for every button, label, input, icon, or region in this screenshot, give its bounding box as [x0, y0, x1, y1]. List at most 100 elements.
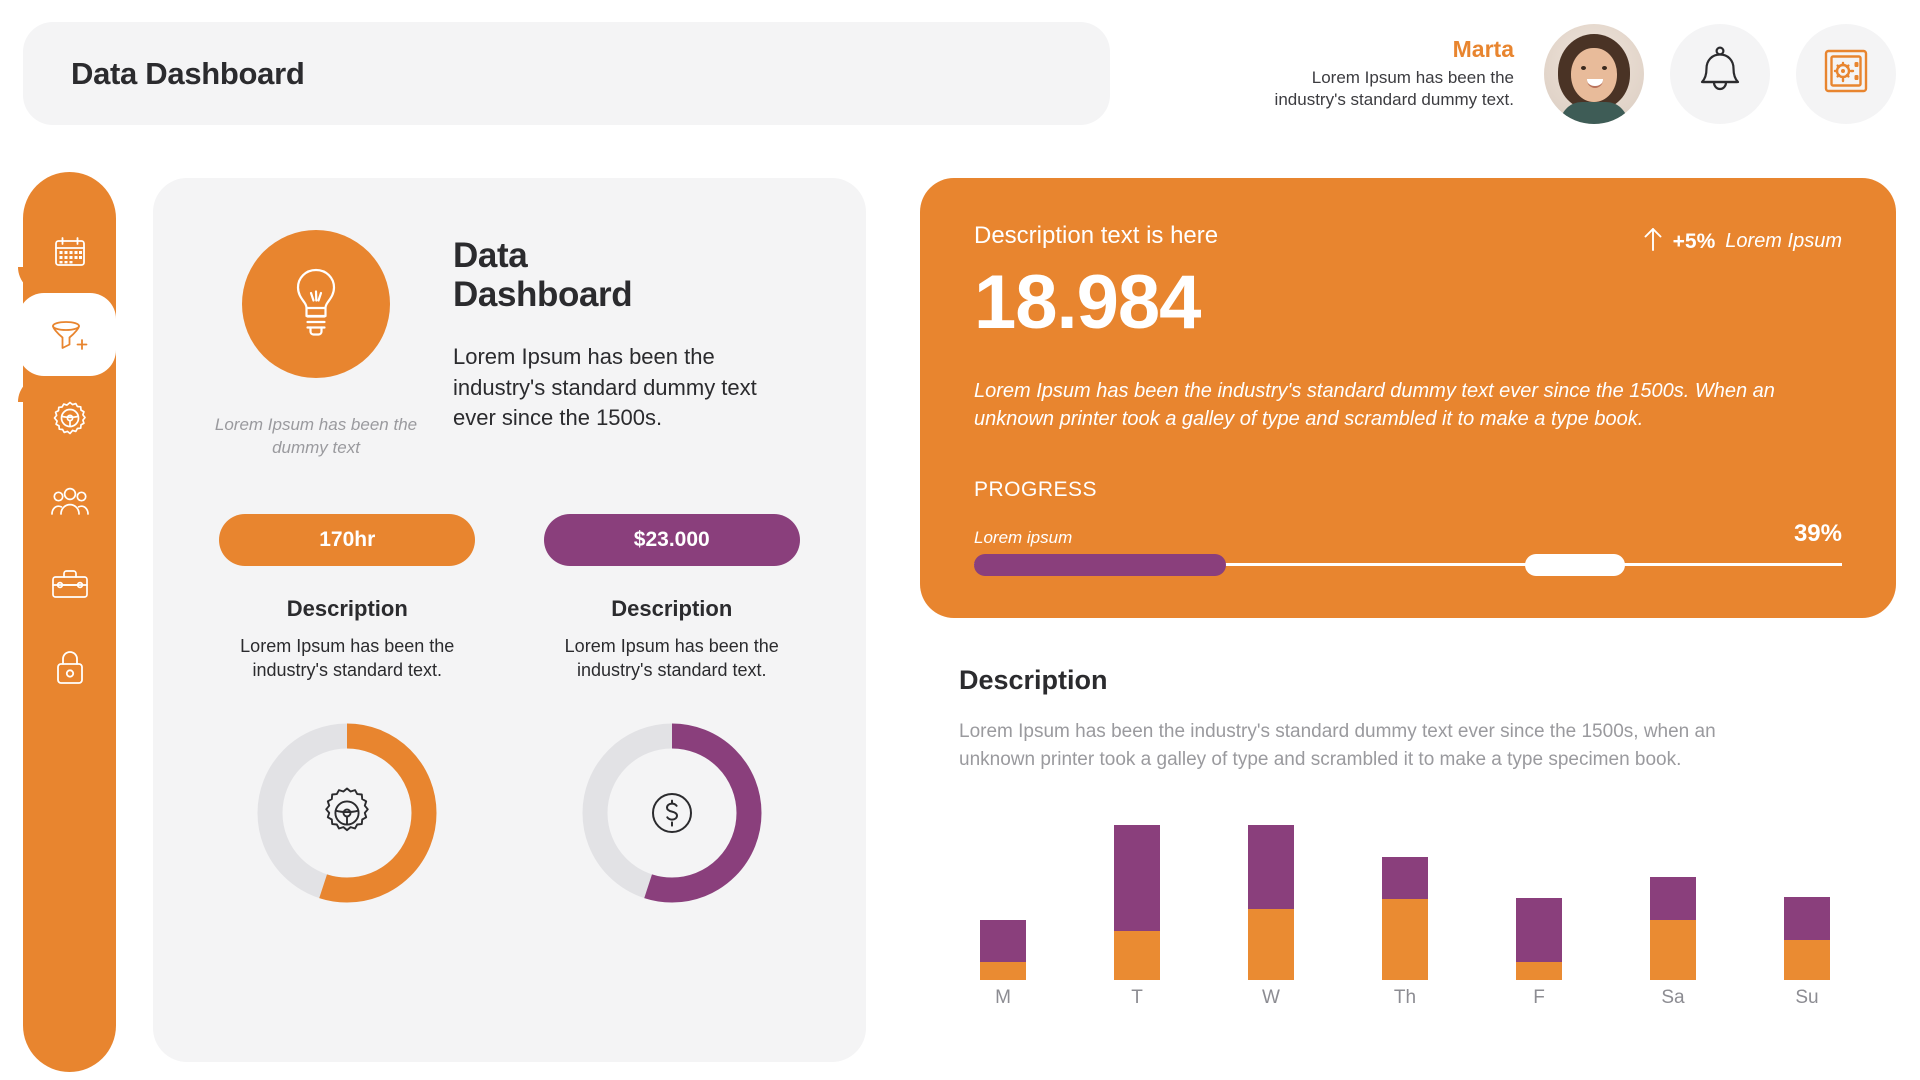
sidebar-item-team[interactable] [23, 459, 116, 542]
user-info: Marta Lorem Ipsum has been the industry'… [1264, 37, 1518, 110]
notifications-button[interactable] [1670, 23, 1770, 124]
bar-segment-top [1114, 825, 1160, 932]
chart-label: Sa [1661, 987, 1685, 1008]
stat-italic-text: Lorem Ipsum has been the industry's stan… [974, 379, 1775, 431]
hours-donut [256, 722, 438, 909]
notch-cover-top [18, 267, 44, 293]
bar-segment-bottom [1382, 899, 1428, 980]
progress-label: PROGRESS [974, 477, 1098, 501]
sidebar-item-security[interactable] [23, 625, 116, 708]
sidebar-item-filter[interactable] [18, 267, 116, 402]
overview-badge-column: Lorem Ipsum has been the dummy text [197, 230, 435, 460]
bar-segment-top [1784, 896, 1830, 941]
description-section: Description Lorem Ipsum has been the ind… [959, 665, 1889, 773]
sidebar-item-toolbox[interactable] [23, 542, 116, 625]
bar-segment-bottom [1784, 940, 1830, 980]
bar-column [980, 920, 1026, 980]
vault-button[interactable] [1796, 23, 1896, 124]
progress-fill [974, 553, 1226, 576]
safe-vault-icon [1823, 48, 1869, 99]
lightbulb-icon [287, 266, 345, 343]
user-subtitle: Lorem Ipsum has been the industry's stan… [1274, 68, 1514, 109]
stat-delta-badge: +5% Lorem Ipsum [1643, 222, 1842, 257]
bar-segment-bottom [980, 962, 1026, 980]
active-pill [18, 293, 116, 376]
stat-delta-note: Lorem Ipsum [1725, 230, 1842, 252]
avatar-face [1571, 47, 1617, 102]
stat-card-top-row: Description text is here +5% Lorem Ipsum [974, 222, 1842, 257]
page-title: Data Dashboard [71, 55, 305, 91]
bar-segment-top [980, 920, 1026, 963]
revenue-pill[interactable]: $23.000 [543, 513, 800, 566]
progress-slider[interactable] [974, 553, 1842, 576]
bell-icon [1695, 44, 1745, 103]
stat-value: 18.984 [974, 260, 1201, 345]
bar-segment-top [1248, 825, 1294, 910]
overview-text-column: Data Dashboard Lorem Ipsum has been the … [453, 230, 822, 460]
chart-label: Th [1393, 987, 1417, 1008]
progress-handle[interactable] [1525, 553, 1626, 576]
header-right-cluster: Marta Lorem Ipsum has been the industry'… [1264, 22, 1896, 125]
overview-title: Data Dashboard [453, 236, 633, 315]
bar-column [1382, 857, 1428, 980]
bar-column [1784, 896, 1830, 980]
progress-min-label: Lorem ipsum [974, 527, 1073, 547]
chart-label: T [1131, 987, 1143, 1008]
revenue-donut [581, 722, 763, 909]
bar-column [1516, 898, 1562, 980]
bar-segment-top [1650, 877, 1696, 921]
stat-column-hours: 170hr Description Lorem Ipsum has been t… [197, 513, 498, 910]
chart-axis-labels: M T W Th F Sa Su [980, 987, 1830, 1009]
toolbox-icon [51, 568, 89, 600]
progress-header: Lorem ipsum 39% [974, 520, 1842, 548]
chart-label: M [995, 987, 1011, 1008]
users-group-icon [50, 485, 89, 517]
chart-label: W [1262, 987, 1280, 1008]
avatar-eye-right [1602, 65, 1607, 70]
hours-pill[interactable]: 170hr [219, 513, 476, 566]
bar-segment-top [1516, 898, 1562, 963]
bar-segment-bottom [1114, 931, 1160, 980]
lock-icon [54, 649, 86, 685]
avatar-body [1560, 101, 1628, 124]
avatar-eye-left [1581, 65, 1586, 70]
bar-segment-bottom [1650, 920, 1696, 980]
stat-delta-value: +5% [1672, 229, 1716, 253]
stat-column-revenue: $23.000 Description Lorem Ipsum has been… [522, 513, 823, 910]
filter-add-icon [50, 317, 90, 353]
progress-track [974, 562, 1842, 566]
bar-column [1248, 825, 1294, 980]
lightbulb-badge [242, 230, 390, 378]
description-text: Lorem Ipsum has been the industry's stan… [959, 721, 1716, 770]
highlight-stat-card: Description text is here +5% Lorem Ipsum… [920, 178, 1896, 618]
badge-caption: Lorem Ipsum has been the dummy text [214, 415, 418, 457]
overview-card: Lorem Ipsum has been the dummy text Data… [153, 178, 866, 1062]
overview-stats-row: 170hr Description Lorem Ipsum has been t… [153, 513, 866, 910]
avatar-smile [1587, 78, 1603, 88]
avatar[interactable] [1544, 23, 1644, 124]
hours-text: Lorem Ipsum has been the industry's stan… [240, 635, 455, 681]
header-bar: Data Dashboard [23, 22, 1110, 125]
hours-heading: Description [286, 595, 408, 621]
bar-segment-bottom [1516, 962, 1562, 980]
bar-column [1114, 825, 1160, 980]
overview-body: Lorem Ipsum has been the industry's stan… [453, 344, 757, 431]
calendar-icon [53, 235, 87, 269]
bar-column [1650, 877, 1696, 980]
description-title: Description [959, 665, 1108, 695]
chart-bars [980, 825, 1830, 980]
chart-label: Su [1795, 987, 1819, 1008]
user-name: Marta [1452, 36, 1514, 63]
sidebar-item-calendar[interactable] [23, 210, 116, 293]
arrow-up-icon [1643, 226, 1663, 257]
sidebar-item-settings[interactable] [23, 376, 116, 459]
revenue-heading: Description [611, 595, 733, 621]
sidebar [18, 172, 116, 1072]
overview-card-top: Lorem Ipsum has been the dummy text Data… [153, 178, 866, 460]
progress-percent: 39% [1793, 519, 1842, 547]
weekly-bar-chart: M T W Th F Sa Su [980, 825, 1830, 1025]
chart-label: F [1533, 987, 1545, 1008]
bar-segment-bottom [1248, 909, 1294, 980]
bar-segment-top [1382, 857, 1428, 900]
